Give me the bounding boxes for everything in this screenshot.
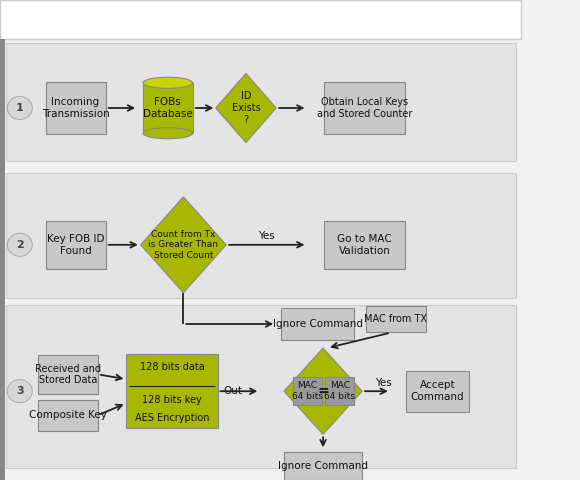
Text: Go to MAC
Validation: Go to MAC Validation — [338, 234, 392, 255]
Text: 2: 2 — [16, 240, 24, 250]
Circle shape — [8, 233, 32, 256]
Text: Yes: Yes — [375, 378, 392, 387]
FancyBboxPatch shape — [324, 82, 405, 134]
FancyBboxPatch shape — [143, 83, 193, 133]
FancyBboxPatch shape — [0, 0, 521, 39]
FancyBboxPatch shape — [284, 452, 362, 480]
FancyBboxPatch shape — [366, 306, 426, 332]
FancyBboxPatch shape — [324, 221, 405, 269]
Text: Ignore Command: Ignore Command — [278, 461, 368, 470]
Text: Out: Out — [224, 386, 242, 396]
Text: Obtain Local Keys
and Stored Counter: Obtain Local Keys and Stored Counter — [317, 97, 412, 119]
FancyBboxPatch shape — [38, 355, 97, 394]
Text: MAC
64 bits: MAC 64 bits — [324, 382, 355, 401]
FancyBboxPatch shape — [293, 377, 322, 405]
Text: Composite Key: Composite Key — [29, 410, 107, 420]
Text: Ignore Command: Ignore Command — [273, 319, 363, 329]
Polygon shape — [216, 73, 276, 143]
Text: Variable Key Security Protocol (VKSP) Software Library: Variable Key Security Protocol (VKSP) So… — [9, 12, 510, 27]
FancyBboxPatch shape — [46, 221, 106, 269]
Ellipse shape — [143, 128, 193, 139]
Polygon shape — [141, 197, 226, 293]
Text: AES Encryption: AES Encryption — [135, 413, 209, 422]
Text: Yes: Yes — [259, 231, 275, 241]
Text: MAC
64 bits: MAC 64 bits — [292, 382, 323, 401]
Ellipse shape — [143, 77, 193, 88]
FancyBboxPatch shape — [6, 173, 516, 298]
FancyBboxPatch shape — [407, 371, 469, 412]
Polygon shape — [284, 348, 362, 434]
FancyBboxPatch shape — [325, 377, 354, 405]
Text: Received and
Stored Data: Received and Stored Data — [35, 364, 101, 385]
FancyBboxPatch shape — [0, 39, 5, 480]
Text: Incoming
Transmission: Incoming Transmission — [42, 97, 110, 119]
Text: Count from Tx
is Greater Than
Stored Count: Count from Tx is Greater Than Stored Cou… — [148, 230, 219, 260]
Text: =: = — [317, 384, 329, 398]
Text: Key FOB ID
Found: Key FOB ID Found — [47, 234, 104, 255]
Circle shape — [8, 380, 32, 403]
Text: MAC from TX: MAC from TX — [364, 314, 427, 324]
Circle shape — [8, 96, 32, 120]
Text: 128 bits data: 128 bits data — [140, 362, 204, 372]
Text: Accept
Command: Accept Command — [411, 380, 465, 402]
FancyBboxPatch shape — [38, 399, 97, 431]
Text: ID
Exists
?: ID Exists ? — [231, 91, 260, 125]
FancyBboxPatch shape — [6, 305, 516, 468]
Text: 3: 3 — [16, 386, 24, 396]
FancyBboxPatch shape — [126, 354, 218, 428]
FancyBboxPatch shape — [46, 82, 106, 134]
FancyBboxPatch shape — [6, 43, 516, 161]
FancyBboxPatch shape — [281, 308, 354, 340]
Text: 128 bits key: 128 bits key — [142, 395, 202, 405]
Text: 1: 1 — [16, 103, 24, 113]
Text: FOBs
Database: FOBs Database — [143, 97, 193, 119]
